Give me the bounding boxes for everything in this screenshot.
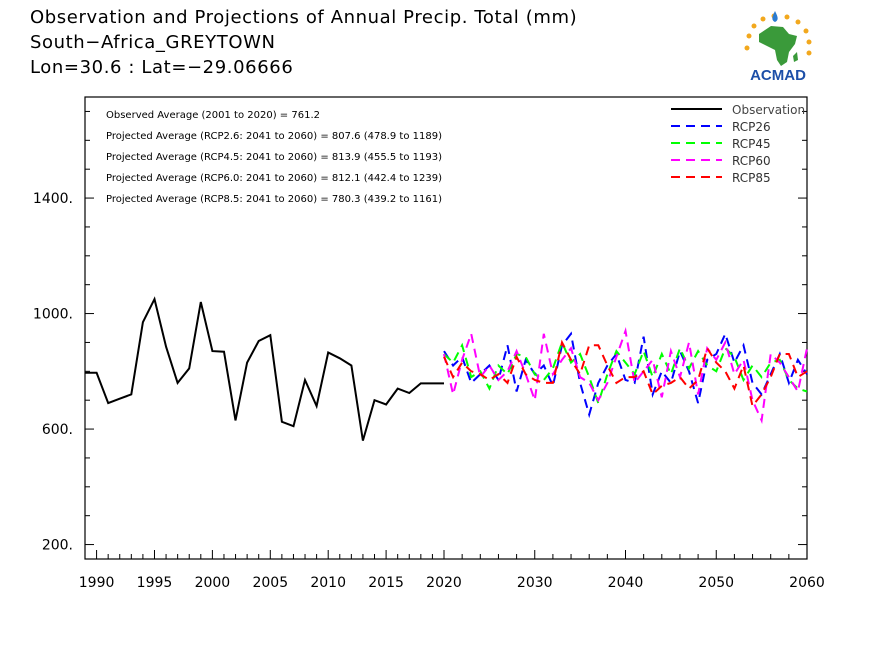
stats-line: Projected Average (RCP6.0: 2041 to 2060)… — [106, 173, 442, 184]
stats-line: Projected Average (RCP8.5: 2041 to 2060)… — [106, 194, 442, 205]
series-line-rcp26 — [443, 330, 808, 419]
series-line-rcp45 — [443, 339, 808, 407]
y-tick-label: 1400. — [33, 191, 73, 207]
chart-title: Observation and Projections of Annual Pr… — [30, 7, 578, 28]
series-line-rcp85 — [443, 339, 808, 409]
stats-line: Observed Average (2001 to 2020) = 761.2 — [106, 110, 320, 121]
station-coords: Lon=30.6 : Lat=−29.06666 — [30, 57, 294, 78]
x-tick-label: 1990 — [79, 575, 115, 591]
stats-line: Projected Average (RCP2.6: 2041 to 2060)… — [106, 131, 442, 142]
x-tick-label: 2040 — [608, 575, 644, 591]
logo-text: ACMAD — [750, 67, 806, 84]
x-tick-label: 2000 — [195, 575, 231, 591]
x-tick-label: 2020 — [426, 575, 462, 591]
legend-label: RCP60 — [732, 154, 771, 168]
series-line-rcp60 — [443, 326, 808, 424]
station-name: South−Africa_GREYTOWN — [30, 32, 276, 53]
africa-map-sun-logo: ACMAD — [744, 11, 812, 84]
legend-label: RCP45 — [732, 137, 771, 151]
plot-frame — [84, 96, 808, 560]
y-tick-label: 600. — [42, 422, 73, 438]
x-tick-label: 2010 — [310, 575, 346, 591]
x-tick-label: 2015 — [368, 575, 404, 591]
y-tick-label: 200. — [42, 538, 73, 554]
x-tick-label: 2005 — [252, 575, 288, 591]
y-tick-label: 1000. — [33, 307, 73, 323]
x-tick-label: 2060 — [789, 575, 825, 591]
legend-label: Observation — [732, 103, 805, 117]
x-tick-label: 1995 — [137, 575, 173, 591]
series-line-observation — [85, 296, 444, 441]
legend-label: RCP85 — [732, 171, 771, 185]
legend-label: RCP26 — [732, 120, 771, 134]
x-tick-label: 2030 — [517, 575, 553, 591]
stats-line: Projected Average (RCP4.5: 2041 to 2060)… — [106, 152, 442, 163]
x-tick-label: 2050 — [698, 575, 734, 591]
